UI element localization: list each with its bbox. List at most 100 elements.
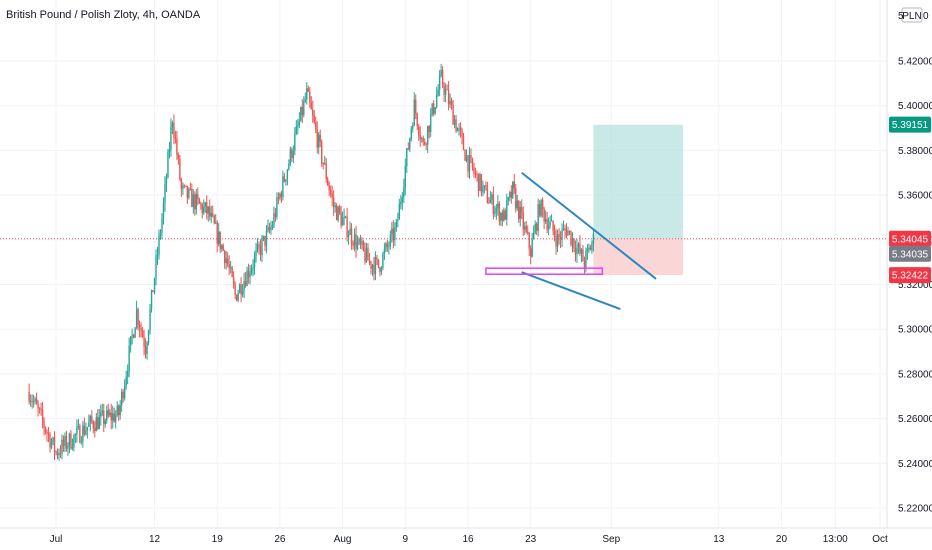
candle bbox=[229, 261, 232, 274]
currency-badge[interactable]: PLN 0 bbox=[901, 7, 929, 23]
candle bbox=[235, 294, 238, 302]
candle bbox=[365, 242, 368, 263]
candle bbox=[59, 444, 62, 458]
candle bbox=[376, 254, 378, 266]
candle-body bbox=[274, 213, 277, 217]
candle-body bbox=[182, 185, 184, 189]
price-tick-label: 5.36000 bbox=[898, 191, 932, 202]
position-zones[interactable] bbox=[593, 124, 683, 276]
candle bbox=[40, 402, 42, 416]
stop-loss-zone[interactable] bbox=[593, 238, 683, 276]
candle-body bbox=[353, 234, 356, 246]
price-tick-label: 5.40000 bbox=[898, 101, 932, 112]
candle bbox=[155, 249, 157, 286]
candle bbox=[167, 148, 169, 179]
candle bbox=[137, 307, 139, 331]
candle bbox=[532, 225, 535, 240]
candle-body bbox=[159, 232, 162, 236]
candle bbox=[113, 407, 115, 423]
candle bbox=[518, 199, 520, 223]
candle-body bbox=[247, 270, 250, 278]
candle-body bbox=[440, 70, 442, 77]
price-tag-box bbox=[889, 245, 931, 262]
candle bbox=[338, 204, 341, 216]
candle-body bbox=[119, 405, 121, 416]
candle-body bbox=[471, 158, 474, 168]
candle bbox=[280, 190, 283, 203]
candle bbox=[92, 419, 95, 434]
price-tag-last: 5.34045 bbox=[889, 230, 931, 247]
candle-body bbox=[531, 239, 533, 257]
candle-body bbox=[340, 212, 342, 226]
candle-body bbox=[31, 400, 33, 402]
candle-body bbox=[40, 409, 42, 411]
candle-body bbox=[432, 103, 435, 114]
candle-body bbox=[115, 415, 117, 422]
candle bbox=[588, 243, 590, 254]
candle-body bbox=[323, 163, 326, 165]
candle-body bbox=[276, 197, 278, 217]
candle bbox=[374, 251, 377, 281]
candle-body bbox=[134, 327, 136, 338]
triangle-upper-trendline[interactable] bbox=[521, 171, 657, 280]
candle bbox=[194, 191, 196, 216]
price-tag-box bbox=[889, 230, 931, 247]
candle bbox=[435, 86, 438, 109]
candle-body bbox=[234, 284, 236, 295]
drawings-layer[interactable] bbox=[485, 171, 657, 311]
candle-body bbox=[538, 203, 541, 216]
time-axis[interactable]: Jul 12 19 26 Aug 9 16 23 Sep 13 20 13:00 Oct bbox=[50, 534, 888, 545]
candle-body bbox=[179, 158, 181, 180]
candle-body bbox=[322, 162, 324, 165]
candle bbox=[144, 338, 147, 359]
profit-zone[interactable] bbox=[593, 124, 683, 239]
price-tick-label: 5.32000 bbox=[898, 280, 932, 291]
candle bbox=[310, 96, 312, 110]
time-tick-label: 26 bbox=[274, 534, 286, 545]
candle-body bbox=[123, 385, 126, 398]
candle bbox=[326, 176, 329, 186]
candle bbox=[577, 242, 580, 254]
candle bbox=[252, 259, 254, 277]
candle bbox=[582, 244, 584, 262]
candle-body bbox=[386, 243, 389, 247]
candle bbox=[165, 173, 168, 193]
candle-body bbox=[129, 336, 132, 346]
candle-body bbox=[403, 187, 405, 198]
candle bbox=[556, 229, 559, 253]
candle bbox=[286, 168, 289, 186]
candle-body bbox=[591, 243, 593, 251]
candle-body bbox=[556, 234, 559, 247]
candle bbox=[506, 193, 508, 226]
candle bbox=[343, 208, 345, 226]
candle bbox=[140, 322, 142, 338]
candle-body bbox=[153, 278, 156, 293]
triangle-lower-trendline[interactable] bbox=[521, 271, 621, 311]
candle-body bbox=[479, 174, 481, 191]
candle-body bbox=[59, 453, 62, 454]
candle-body bbox=[429, 114, 432, 132]
candle-body bbox=[435, 95, 438, 108]
support-box[interactable] bbox=[485, 267, 604, 275]
candle-body bbox=[74, 434, 77, 436]
candle bbox=[579, 235, 581, 256]
candle bbox=[86, 426, 89, 439]
candle bbox=[91, 410, 93, 425]
candle-body bbox=[385, 243, 387, 250]
candle-body bbox=[503, 210, 505, 221]
candle-body bbox=[92, 421, 95, 429]
candle bbox=[174, 130, 177, 144]
candle bbox=[98, 408, 100, 430]
candle-body bbox=[91, 416, 93, 422]
candle-body bbox=[85, 430, 87, 435]
candle-body bbox=[44, 427, 47, 433]
candle bbox=[85, 422, 87, 436]
candle-body bbox=[507, 197, 510, 201]
candle-body bbox=[444, 89, 447, 95]
candle bbox=[89, 414, 92, 432]
candle-body bbox=[409, 138, 411, 150]
candle bbox=[238, 283, 241, 294]
candle bbox=[35, 392, 38, 405]
